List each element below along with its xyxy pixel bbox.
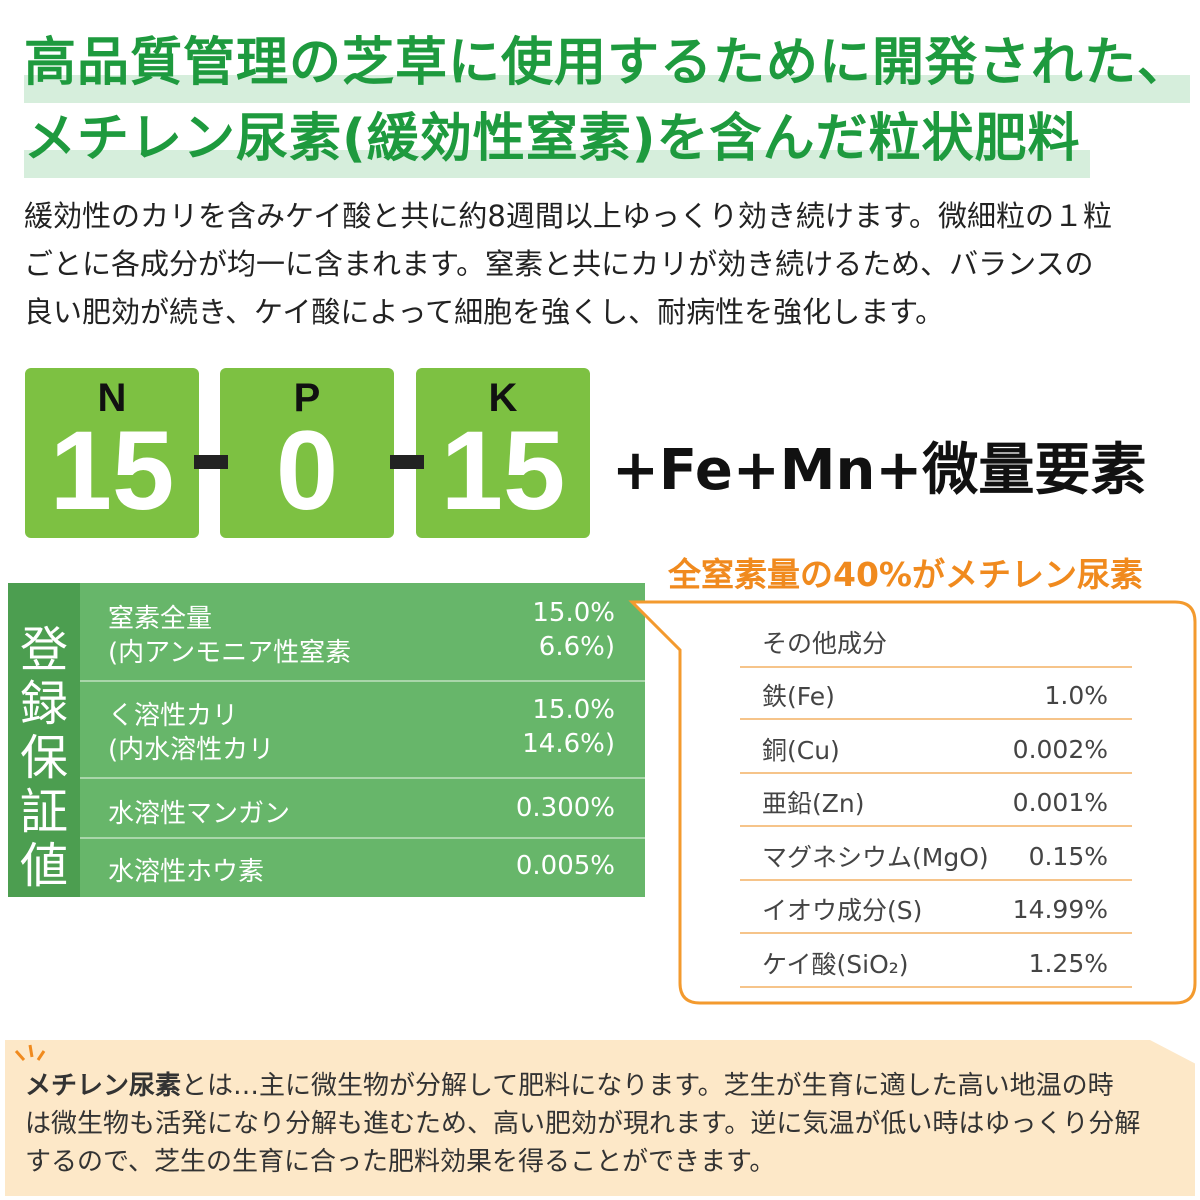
npk-label: P: [293, 376, 321, 420]
frame-border: [628, 600, 1197, 1005]
item-name: 水溶性ホウ素: [108, 857, 265, 887]
row-line: [740, 718, 1132, 720]
item-value: 15.0%: [532, 598, 615, 628]
title-line: メチレン尿素(緩効性窒素)を含んだ粒状肥料: [24, 109, 1081, 169]
note-line: は微生物も活発になり分解も進むため、高い肥効が現れます。逆に気温が低い時はゆっく…: [25, 1109, 1141, 1139]
npk-box: N 15: [25, 368, 199, 538]
item-name: 亜鉛(Zn): [762, 789, 865, 818]
other-heading: その他成分: [762, 629, 888, 658]
npk-box: K 15: [416, 368, 590, 538]
npk-label: K: [488, 376, 518, 420]
spark-icon: [14, 1044, 46, 1061]
highlight: [24, 150, 1090, 178]
npk-value: 15: [49, 408, 175, 533]
item-value: 14.6%): [522, 729, 615, 759]
callout: 全窒素量の40%がメチレン尿素: [668, 555, 1143, 594]
row-divider: [80, 837, 645, 839]
item-value: 0.002%: [1012, 734, 1108, 764]
row-line: [740, 771, 1132, 774]
row-line: [740, 666, 1132, 668]
row-line: [740, 825, 1132, 827]
item-value: 0.300%: [515, 793, 615, 823]
note-term: メチレン尿素: [25, 1071, 182, 1101]
title-line: 高品質管理の芝草に使用するために開発された、: [24, 33, 1191, 93]
item-name: 窒素全量: [108, 604, 213, 634]
npk-label: N: [97, 376, 127, 420]
item-value: 6.6%): [538, 632, 615, 662]
description-line: 緩効性のカリを含みケイ酸と共に約8週間以上ゆっくり効き続けます。微細粒の１粒: [24, 199, 1112, 233]
guarantee-heading-cell: [8, 583, 80, 897]
guarantee-heading: 登録保証値: [19, 622, 68, 894]
note-box: [5, 1040, 1195, 1196]
row-line: [740, 932, 1132, 934]
item-name: く溶性カリ: [108, 701, 239, 731]
npk-value: 15: [440, 408, 566, 533]
row-divider: [80, 680, 645, 682]
description-line: 良い肥効が続き、ケイ酸によって細胞を強くし、耐病性を強化します。: [24, 295, 945, 329]
fold: [1150, 1040, 1196, 1064]
item-value: 0.005%: [515, 851, 615, 881]
item-name: マグネシウム(MgO): [762, 842, 989, 872]
row-line: [740, 878, 1132, 881]
guarantee-table: 登録保証値 窒素全量 15.0% (内アンモニア性窒素 6.6%) く溶性カリ …: [8, 583, 645, 897]
item-name: (内水溶性カリ: [108, 735, 275, 765]
note-line: とは…主に微生物が分解して肥料になります。芝生が生育に適した高い地温の時: [181, 1071, 1114, 1101]
npk-extra: +Fe+Mn+微量要素: [612, 438, 1147, 503]
item-name: (内アンモニア性窒素: [108, 638, 352, 668]
item-name: ケイ酸(SiO₂): [762, 949, 909, 979]
row-divider: [80, 777, 645, 779]
item-value: 0.001%: [1012, 788, 1108, 817]
npk-value: 0: [275, 408, 339, 533]
item-value: 0.15%: [1028, 841, 1108, 871]
item-value: 1.25%: [1028, 948, 1108, 978]
dash: [390, 455, 424, 469]
note-line: するので、芝生の生育に合った肥料効果を得ることができます。: [25, 1147, 776, 1177]
item-value: 15.0%: [532, 695, 615, 725]
dash: [194, 455, 228, 469]
description-line: ごとに各成分が均一に含まれます。窒素と共にカリが効き続けるため、バランスの: [24, 247, 1094, 281]
item-value: 14.99%: [1012, 895, 1108, 924]
row-line: [740, 985, 1132, 988]
item-name: 鉄(Fe): [762, 682, 835, 711]
item-name: 銅(Cu): [762, 735, 840, 765]
item-value: 1.0%: [1044, 681, 1108, 710]
item-name: 水溶性マンガン: [108, 799, 291, 829]
item-name: イオウ成分(S): [762, 896, 923, 925]
other-frame: [628, 600, 1197, 1005]
highlight: [24, 75, 1190, 103]
fold-corner: [1150, 1040, 1196, 1064]
